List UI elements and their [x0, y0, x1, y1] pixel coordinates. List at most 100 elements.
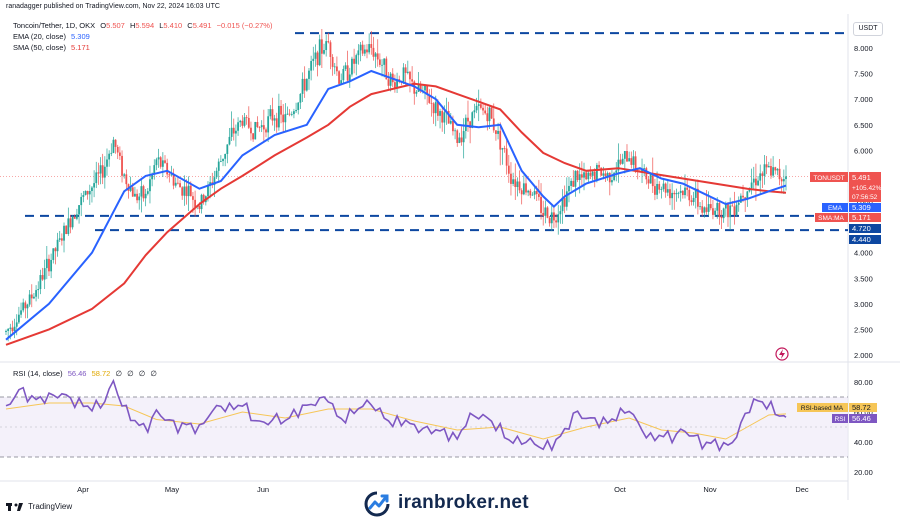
candle-body — [735, 204, 738, 216]
candle-body — [50, 259, 53, 272]
candle-body — [368, 44, 371, 53]
candle-body — [484, 110, 487, 114]
candle-body — [318, 39, 321, 66]
candle-body — [690, 200, 693, 203]
candle-body — [739, 195, 742, 203]
price-tick-2: 3.000 — [854, 300, 873, 309]
candle-body — [340, 80, 343, 84]
alert-bolt-icon[interactable] — [775, 347, 789, 361]
candle-body — [348, 74, 351, 81]
candle-body — [460, 137, 463, 143]
candle-body — [426, 85, 429, 95]
candle-body — [256, 121, 259, 127]
rsi-ma-tag-value: 58.72 — [852, 403, 871, 412]
ema-legend-label[interactable]: EMA (20, close) — [13, 32, 66, 41]
ema-tag-label: EMA — [828, 205, 843, 212]
candle-body — [733, 206, 736, 216]
candle-body — [346, 65, 349, 81]
high-label: H — [129, 21, 136, 30]
candle-body — [742, 195, 744, 198]
candle-body — [320, 39, 323, 54]
sma-legend-label[interactable]: SMA (50, close) — [13, 43, 66, 52]
candle-body — [336, 66, 338, 72]
rsi-legend-label[interactable]: RSI (14, close) — [13, 369, 63, 378]
candle-body — [432, 103, 435, 114]
candle-body — [641, 168, 643, 173]
candle-body — [168, 174, 171, 176]
candle-body — [327, 41, 330, 43]
sma-tag-label: SMA:MA — [818, 215, 844, 222]
high-value: 5.594 — [135, 21, 155, 30]
candle-body — [394, 82, 396, 88]
candle-body — [342, 68, 345, 81]
candle-body — [86, 190, 89, 195]
candle-body — [411, 79, 414, 82]
candle-body — [91, 187, 93, 192]
rsi-ma-legend-value: 58.72 — [91, 369, 111, 378]
candle-body — [684, 187, 686, 196]
candle-body — [35, 290, 37, 297]
symbol-label[interactable]: Toncoin/Tether, 1D, OKX — [13, 21, 96, 30]
candle-body — [271, 109, 274, 121]
candle-body — [67, 218, 70, 235]
candle-body — [428, 94, 431, 103]
candle-body — [499, 130, 502, 150]
candle-body — [628, 158, 631, 162]
candle-body — [355, 55, 358, 64]
candle-body — [568, 185, 570, 192]
candle-body — [363, 49, 366, 54]
currency-button[interactable]: USDT — [853, 22, 883, 36]
candle-body — [262, 125, 265, 130]
candle-body — [325, 41, 328, 51]
candle-body — [76, 214, 78, 219]
candle-body — [239, 120, 242, 123]
price-tick-11: 7.500 — [854, 70, 873, 79]
watermark-text: iranbroker.net — [398, 492, 529, 513]
candle-body — [718, 202, 721, 218]
candle-body — [28, 294, 31, 305]
candle-body — [108, 153, 111, 160]
candle-body — [449, 120, 452, 124]
candle-body — [540, 196, 542, 213]
candle-body — [495, 130, 497, 134]
candle-body — [224, 153, 227, 159]
candle-body — [378, 59, 381, 65]
candle-body — [48, 258, 50, 272]
candle-body — [419, 84, 422, 92]
candle-body — [280, 105, 282, 115]
price-tick-9: 6.500 — [854, 121, 873, 130]
candle-body — [621, 158, 624, 164]
candle-body — [185, 186, 188, 197]
candle-body — [630, 158, 633, 165]
price-tag-price: 5.491 — [852, 173, 871, 182]
candle-body — [308, 70, 310, 79]
candle-body — [241, 120, 244, 126]
candle-body — [404, 67, 407, 73]
candle-body — [776, 168, 779, 171]
candle-body — [458, 137, 461, 143]
ema-tag-value: 5.309 — [852, 203, 871, 212]
candle-body — [596, 164, 598, 180]
candle-body — [531, 194, 534, 196]
tradingview-logo[interactable]: TradingView — [6, 502, 72, 512]
low-label: L — [159, 21, 164, 30]
candle-body — [123, 174, 126, 176]
close-label: C — [187, 21, 193, 30]
ema-legend-value: 5.309 — [71, 32, 90, 41]
price-tick-1: 2.500 — [854, 325, 873, 334]
sma-50-line — [5, 82, 787, 346]
candle-body — [215, 170, 218, 178]
support-tag-upper: 4.720 — [852, 224, 871, 233]
candle-body — [516, 181, 519, 188]
candle-body — [598, 164, 600, 168]
candle-body — [58, 238, 61, 240]
candle-body — [93, 183, 95, 188]
candle-body — [664, 183, 667, 193]
candle-body — [95, 172, 98, 184]
candle-body — [314, 52, 317, 59]
candle-body — [750, 182, 753, 189]
candle-body — [542, 212, 545, 216]
candle-body — [275, 118, 278, 128]
candle-body — [716, 202, 719, 211]
